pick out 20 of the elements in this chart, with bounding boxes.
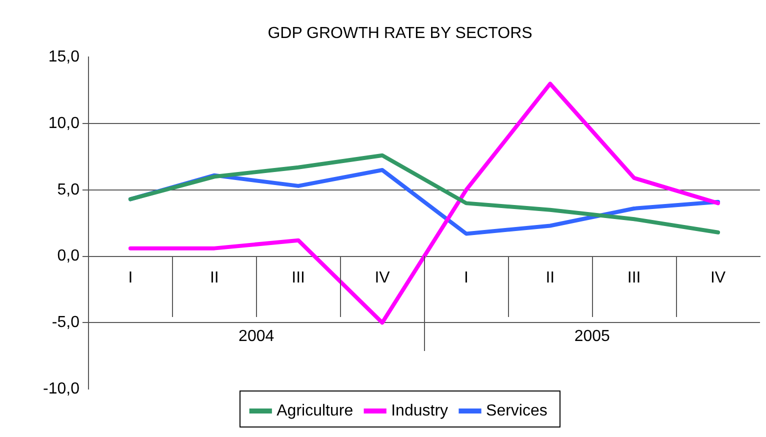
y-tick-label: 15,0 xyxy=(48,48,80,66)
y-tick-label: 5,0 xyxy=(57,181,80,198)
x-tick-label: III xyxy=(627,269,641,286)
annotation: 2004 xyxy=(238,328,274,346)
x-tick-label: I xyxy=(464,269,468,286)
y-tick-label: 0,0 xyxy=(57,248,80,265)
legend-label: Agriculture xyxy=(276,402,354,420)
legend-label: Services xyxy=(486,402,548,420)
x-tick-label: III xyxy=(292,269,305,286)
x-tick-label: II xyxy=(210,269,219,286)
x-tick-label: IV xyxy=(710,269,726,286)
legend-label: Industry xyxy=(391,402,448,420)
x-tick-label: II xyxy=(546,269,555,286)
y-tick-label: -10,0 xyxy=(43,380,80,398)
y-tick-label: 10,0 xyxy=(48,114,80,132)
chart-title: GDP GROWTH RATE BY SECTORS xyxy=(268,25,532,42)
x-tick-label: IV xyxy=(374,269,390,286)
y-tick-label: -5,0 xyxy=(52,314,80,332)
x-tick-label: I xyxy=(128,269,133,286)
annotation: 2005 xyxy=(574,328,610,346)
